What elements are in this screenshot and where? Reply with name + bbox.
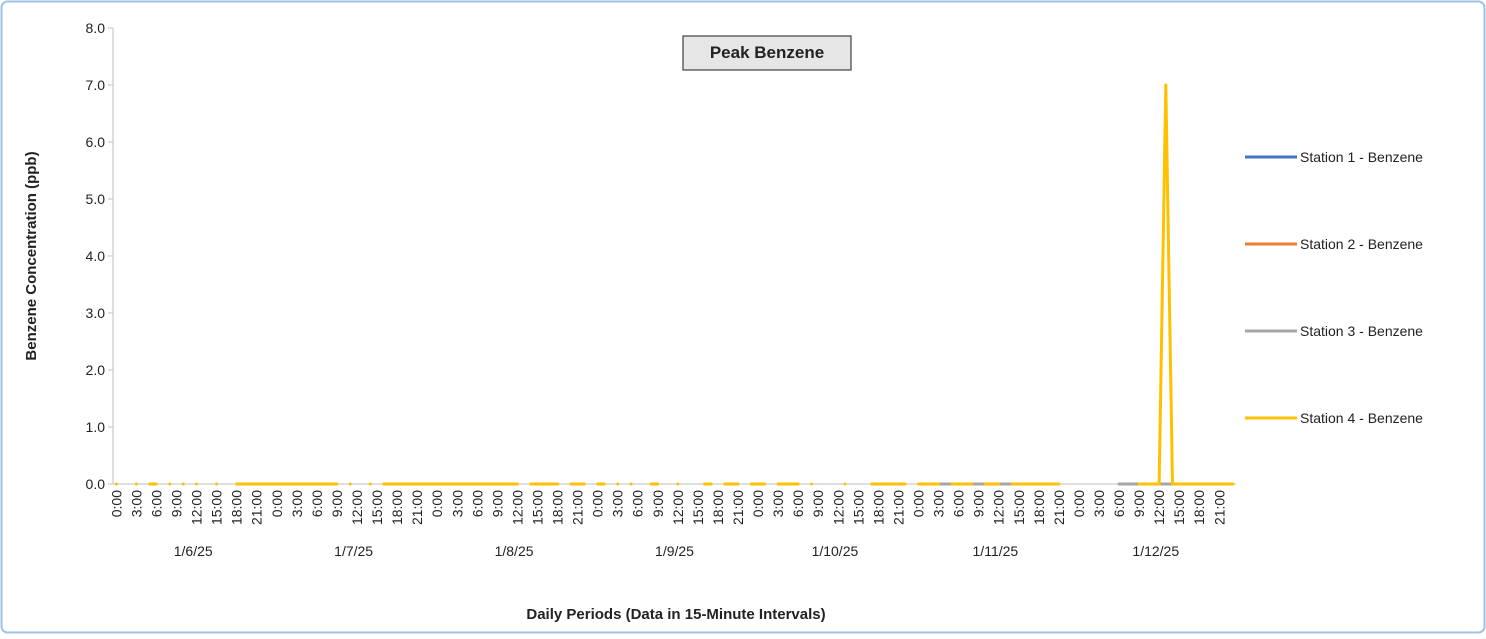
x-tick-label: 15:00	[369, 490, 385, 525]
x-tick-label: 21:00	[570, 490, 586, 525]
day-label: 1/8/25	[495, 543, 534, 559]
x-tick-label: 21:00	[1051, 490, 1067, 525]
x-tick-label: 15:00	[209, 490, 225, 525]
x-tick-label: 15:00	[850, 490, 866, 525]
x-tick-label: 12:00	[349, 490, 365, 525]
x-tick-label: 21:00	[249, 490, 265, 525]
x-tick-label: 21:00	[890, 490, 906, 525]
x-tick-label: 0:00	[429, 490, 445, 517]
x-tick-label: 12:00	[509, 490, 525, 525]
x-tick-label: 12:00	[1151, 490, 1167, 525]
x-tick-label: 18:00	[1191, 490, 1207, 525]
x-tick-label: 15:00	[1011, 490, 1027, 525]
day-label: 1/9/25	[655, 543, 694, 559]
y-tick-label: 7.0	[86, 77, 106, 93]
y-tick-label: 8.0	[86, 20, 106, 36]
x-tick-label: 6:00	[790, 490, 806, 517]
series-line	[114, 83, 1235, 486]
legend-label: Station 1 - Benzene	[1300, 149, 1423, 165]
x-tick-label: 9:00	[650, 490, 666, 517]
x-tick-label: 3:00	[289, 490, 305, 517]
y-tick-label: 1.0	[86, 419, 106, 435]
x-tick-label: 21:00	[409, 490, 425, 525]
x-tick-label: 6:00	[309, 490, 325, 517]
x-tick-label: 6:00	[148, 490, 164, 517]
x-tick-label: 0:00	[750, 490, 766, 517]
x-tick-label: 9:00	[810, 490, 826, 517]
x-tick-label: 3:00	[128, 490, 144, 517]
x-tick-label: 15:00	[1171, 490, 1187, 525]
x-tick-label: 3:00	[610, 490, 626, 517]
x-tick-label: 9:00	[329, 490, 345, 517]
title-box	[682, 35, 852, 71]
y-tick-label: 5.0	[86, 191, 106, 207]
x-tick-label: 3:00	[770, 490, 786, 517]
x-tick-label: 12:00	[830, 490, 846, 525]
x-tick-label: 6:00	[469, 490, 485, 517]
legend-label: Station 2 - Benzene	[1300, 236, 1423, 252]
x-tick-label: 18:00	[710, 490, 726, 525]
y-tick-label: 6.0	[86, 134, 106, 150]
y-tick-label: 2.0	[86, 362, 106, 378]
x-tick-label: 21:00	[1211, 490, 1227, 525]
x-tick-label: 21:00	[730, 490, 746, 525]
x-tick-label: 9:00	[489, 490, 505, 517]
x-tick-label: 0:00	[108, 490, 124, 517]
x-tick-label: 12:00	[189, 490, 205, 525]
x-tick-label: 6:00	[630, 490, 646, 517]
x-tick-label: 15:00	[529, 490, 545, 525]
y-tick-label: 0.0	[86, 476, 106, 492]
x-tick-label: 3:00	[449, 490, 465, 517]
x-tick-label: 18:00	[229, 490, 245, 525]
legend-label: Station 3 - Benzene	[1300, 323, 1423, 339]
day-label: 1/11/25	[973, 543, 1019, 559]
x-tick-label: 18:00	[389, 490, 405, 525]
x-tick-label: 3:00	[931, 490, 947, 517]
x-axis-title: Daily Periods (Data in 15-Minute Interva…	[526, 606, 825, 623]
x-tick-label: 18:00	[870, 490, 886, 525]
x-tick-label: 9:00	[1131, 490, 1147, 517]
x-tick-label: 18:00	[550, 490, 566, 525]
y-axis-title: Benzene Concentration (ppb)	[23, 151, 40, 360]
x-tick-label: 0:00	[1071, 490, 1087, 517]
x-tick-label: 12:00	[670, 490, 686, 525]
day-label: 1/10/25	[812, 543, 859, 559]
y-tick-label: 3.0	[86, 305, 106, 321]
x-tick-label: 0:00	[269, 490, 285, 517]
x-tick-label: 9:00	[971, 490, 987, 517]
day-label: 1/7/25	[334, 543, 373, 559]
x-tick-label: 15:00	[690, 490, 706, 525]
legend-label: Station 4 - Benzene	[1300, 410, 1423, 426]
x-tick-label: 0:00	[910, 490, 926, 517]
x-tick-label: 12:00	[991, 490, 1007, 525]
x-tick-label: 0:00	[590, 490, 606, 517]
x-tick-label: 6:00	[951, 490, 967, 517]
day-label: 1/6/25	[174, 543, 213, 559]
y-tick-label: 4.0	[86, 248, 106, 264]
chart-title: Peak Benzene	[710, 43, 824, 62]
day-label: 1/12/25	[1132, 543, 1179, 559]
x-tick-label: 3:00	[1091, 490, 1107, 517]
x-tick-label: 6:00	[1111, 490, 1127, 517]
x-tick-label: 18:00	[1031, 490, 1047, 525]
x-tick-label: 9:00	[169, 490, 185, 517]
